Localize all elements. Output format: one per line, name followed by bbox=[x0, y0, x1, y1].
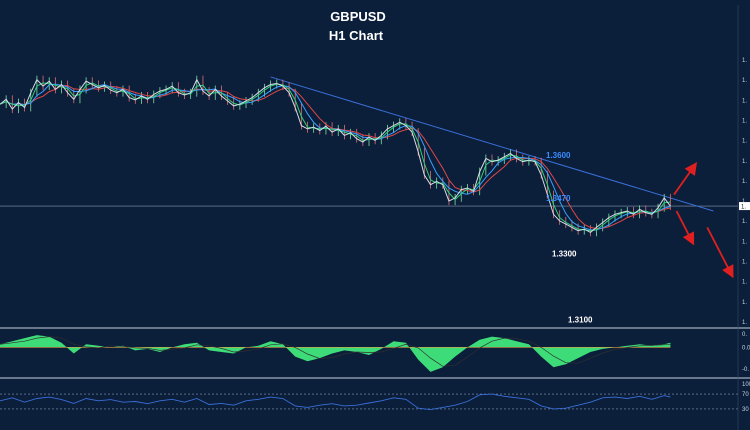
macd-signal-line bbox=[0, 336, 671, 367]
price-panel: 1.3600 1.3470 1.3300 1.3100 bbox=[0, 75, 738, 324]
rsi-line bbox=[0, 393, 671, 411]
projection-arrow bbox=[706, 227, 734, 279]
projection-arrow bbox=[673, 162, 698, 196]
descending-trendline bbox=[270, 76, 714, 212]
y-tick-label: 1. bbox=[742, 239, 747, 245]
y-tick-label: 1. bbox=[742, 179, 747, 185]
price-line bbox=[0, 78, 671, 233]
macd-axis-label: -0. bbox=[742, 367, 749, 373]
y-tick-label: 1. bbox=[742, 219, 747, 225]
projection-arrow bbox=[675, 210, 695, 246]
macd-axis-label: 0.0 bbox=[742, 345, 750, 351]
rsi-axis-label: 30 bbox=[742, 407, 749, 413]
y-tick-label: 1. bbox=[742, 320, 747, 326]
y-tick-label: 1. bbox=[742, 300, 747, 306]
y-tick-label: 1. bbox=[742, 58, 747, 64]
level-label-1-3470: 1.3470 bbox=[546, 194, 571, 203]
chart-subtitle: H1 Chart bbox=[329, 28, 384, 43]
y-tick-label: 1. bbox=[742, 118, 747, 124]
y-tick-label: 1. bbox=[742, 98, 747, 104]
y-tick-label: 1. bbox=[742, 139, 747, 145]
y-tick-label: 1. bbox=[742, 280, 747, 286]
y-tick-label: 1. bbox=[742, 260, 747, 266]
chart-title: GBPUSD bbox=[330, 9, 386, 24]
ma-mid-line bbox=[0, 83, 671, 231]
rsi-panel bbox=[0, 393, 738, 411]
rsi-axis-label: 70 bbox=[742, 392, 749, 398]
macd-histogram bbox=[0, 335, 671, 372]
level-label-1-3300: 1.3300 bbox=[552, 250, 577, 259]
y-tick-label: 1. bbox=[742, 159, 747, 165]
current-price-tag bbox=[739, 202, 750, 211]
macd-panel bbox=[0, 335, 671, 372]
ma-fast-line bbox=[0, 82, 671, 232]
y-tick-label: 1. bbox=[742, 78, 747, 84]
level-label-1-3600: 1.3600 bbox=[546, 151, 571, 160]
level-label-1-3100: 1.3100 bbox=[568, 315, 593, 324]
price-axis: 1.1.1.1.1.1.1.1.1.1.1.1.1.1.1.0.0.0-0.10… bbox=[0, 5, 750, 430]
macd-axis-label: 0. bbox=[742, 332, 747, 338]
rsi-axis-label: 100 bbox=[742, 382, 750, 388]
current-price-label: 1. bbox=[741, 205, 746, 211]
